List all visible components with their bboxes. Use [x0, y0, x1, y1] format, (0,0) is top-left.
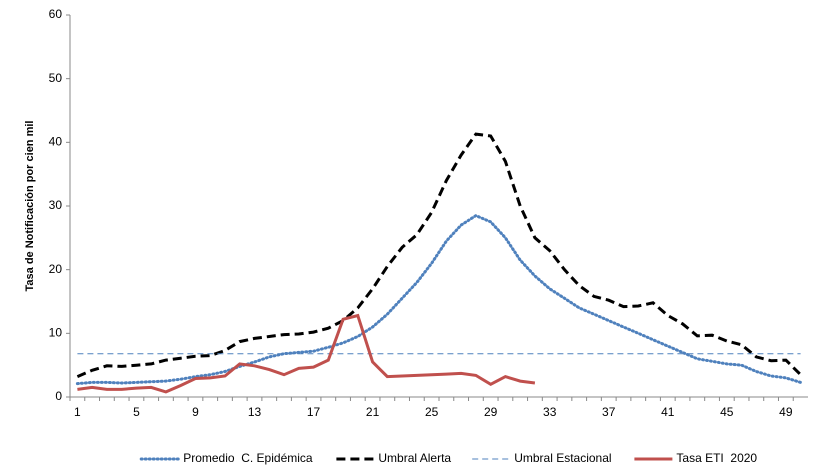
x-tick-label: 25 — [425, 405, 439, 419]
y-tick-label: 30 — [49, 198, 63, 212]
series-line — [76, 132, 802, 378]
x-tick-label: 13 — [248, 405, 262, 419]
x-tick-label: 17 — [307, 405, 321, 419]
y-tick-label: 50 — [49, 71, 63, 85]
x-tick-label: 5 — [133, 405, 140, 419]
x-tick-label: 9 — [192, 405, 199, 419]
x-tick-label: 37 — [602, 405, 616, 419]
x-tick-label: 33 — [543, 405, 557, 419]
legend-label: Umbral Alerta — [378, 451, 451, 465]
series-line — [77, 313, 536, 394]
x-tick-label: 49 — [779, 405, 793, 419]
y-tick-label: 60 — [49, 7, 63, 21]
y-tick-label: 40 — [49, 135, 63, 149]
y-tick-label: 10 — [49, 326, 63, 340]
x-tick-label: 1 — [74, 405, 81, 419]
legend-label: Tasa ETI 2020 — [676, 451, 757, 465]
series-line — [75, 213, 803, 386]
legend-label: Promedio C. Epidémica — [183, 451, 313, 465]
x-tick-label: 41 — [661, 405, 675, 419]
y-axis-label: Tasa de Notificación por cien mil — [24, 121, 36, 292]
y-tick-label: 20 — [49, 262, 63, 276]
y-tick-label: 0 — [55, 389, 62, 403]
x-tick-label: 21 — [366, 405, 380, 419]
legend-label: Umbral Estacional — [514, 451, 611, 465]
x-tick-label: 45 — [720, 405, 734, 419]
x-tick-label: 29 — [484, 405, 498, 419]
